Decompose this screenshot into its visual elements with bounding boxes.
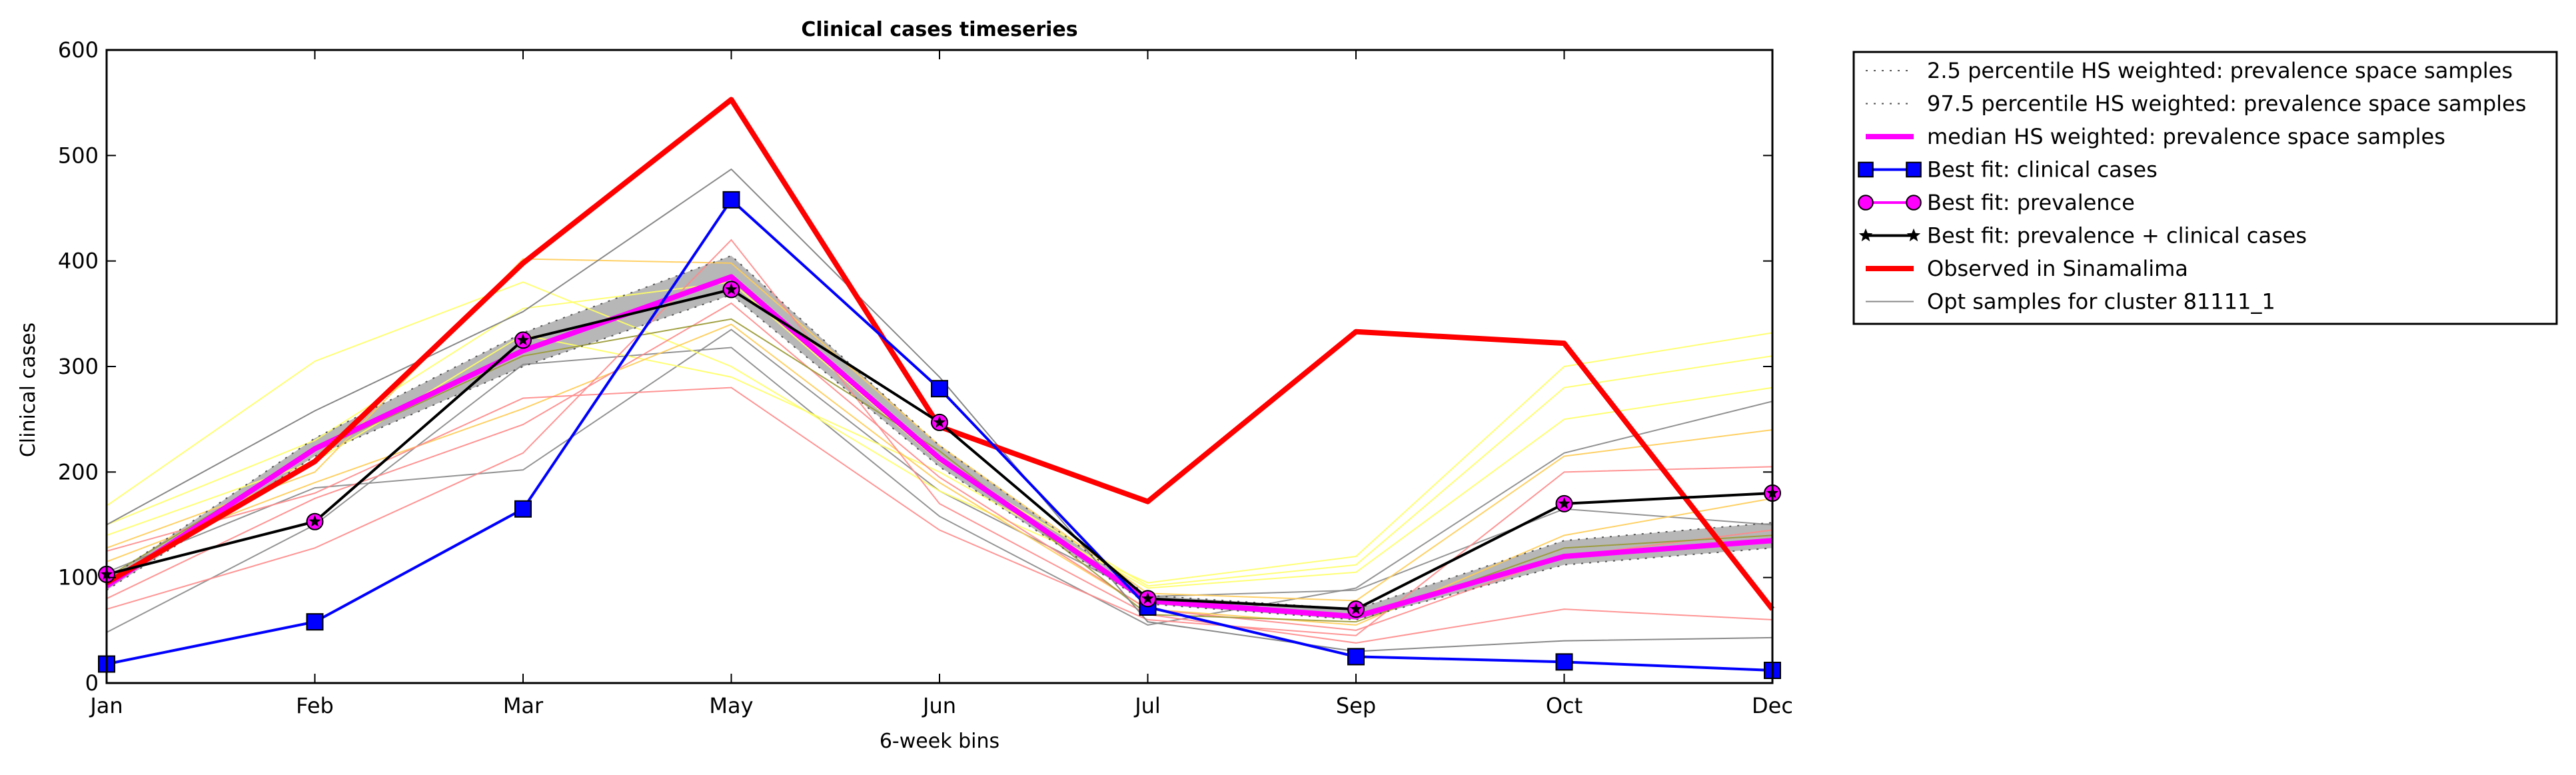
series-line-6 [105,97,1775,611]
chart-title: Clinical cases timeseries [801,18,1077,41]
legend-marker-start-3 [1858,161,1874,178]
series-3-point-3 [722,191,740,209]
plot-area: 0 100 200 300 400 500 600 Jan Feb Mar May Jun Jul Sep… [58,37,1793,718]
sample-line-0 [106,347,1773,633]
legend-label-7: Opt samples for cluster 81111_1 [1927,289,2275,315]
y-tick-label-5: 500 [58,143,99,168]
legend-label-2: median HS weighted: prevalence space sam… [1927,124,2445,149]
series-3-point-6 [1347,648,1365,666]
series-line-2 [105,274,1773,620]
series-3-point-2 [514,500,532,518]
legend-label-4: Best fit: prevalence [1927,190,2135,215]
y-tick-label-3: 300 [58,354,99,379]
series-5-star-6 [1349,602,1363,614]
x-tick-label-6: Sep [1336,693,1376,718]
legend-label-5: Best fit: prevalence + clinical cases [1927,223,2307,249]
y-axis-label: Clinical cases [17,323,40,457]
series-5-star-2 [516,333,530,346]
legend-label-6: Observed in Sinamalima [1927,256,2188,281]
x-axis-label: 6-week bins [880,730,999,753]
series-line-7 [106,168,1773,652]
y-tick-label-2: 200 [58,459,99,484]
series-5-star-3 [725,283,738,295]
sample-line-10 [106,318,1773,623]
x-tick-label-4: Jun [922,693,956,718]
legend-marker-end-4 [1906,195,1922,211]
x-tick-label-8: Dec [1752,693,1793,718]
legend-marker-start-4 [1858,195,1874,211]
legend-label-0: 2.5 percentile HS weighted: prevalence s… [1927,58,2513,83]
sample-line-9 [106,302,1773,631]
legend-marker-start-5 [1858,228,1873,242]
legend-label-1: 97.5 percentile HS weighted: prevalence … [1927,91,2526,117]
series-5-star-7 [1558,497,1571,509]
sample-line-2 [106,281,1773,584]
sample-line-5 [106,258,1773,602]
x-tick-label-1: Feb [296,693,334,718]
x-tick-label-0: Jan [89,693,123,718]
series-3-point-1 [306,613,324,631]
series-3-point-4 [931,380,948,398]
x-tick-label-7: Oct [1546,693,1583,718]
y-tick-label-4: 400 [58,249,99,274]
legend-box [1852,51,2558,325]
legend: 2.5 percentile HS weighted: prevalence s… [1852,51,2558,325]
legend-marker-end-5 [1906,228,1921,242]
percentile-band [107,255,1772,620]
series-5-star-4 [933,416,946,428]
sample-line-8 [106,239,1773,644]
series-line-1 [106,255,1773,610]
series-3-point-7 [1555,653,1573,671]
sample-line-6 [106,323,1773,626]
legend-marker-end-3 [1906,161,1922,178]
y-tick-label-1: 100 [58,565,99,590]
plot-frame [105,49,1774,684]
x-tick-label-2: Mar [503,693,544,718]
x-tick-label-5: Jul [1133,693,1161,718]
series-5-star-1 [309,515,321,527]
y-tick-label-6: 600 [58,37,99,63]
legend-label-3: Best fit: clinical cases [1927,157,2158,183]
y-tick-label-0: 0 [85,670,99,696]
series-5-star-5 [1141,592,1154,604]
x-tick-label-3: May [709,693,753,718]
